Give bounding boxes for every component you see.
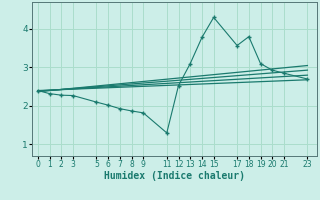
- X-axis label: Humidex (Indice chaleur): Humidex (Indice chaleur): [104, 171, 245, 181]
